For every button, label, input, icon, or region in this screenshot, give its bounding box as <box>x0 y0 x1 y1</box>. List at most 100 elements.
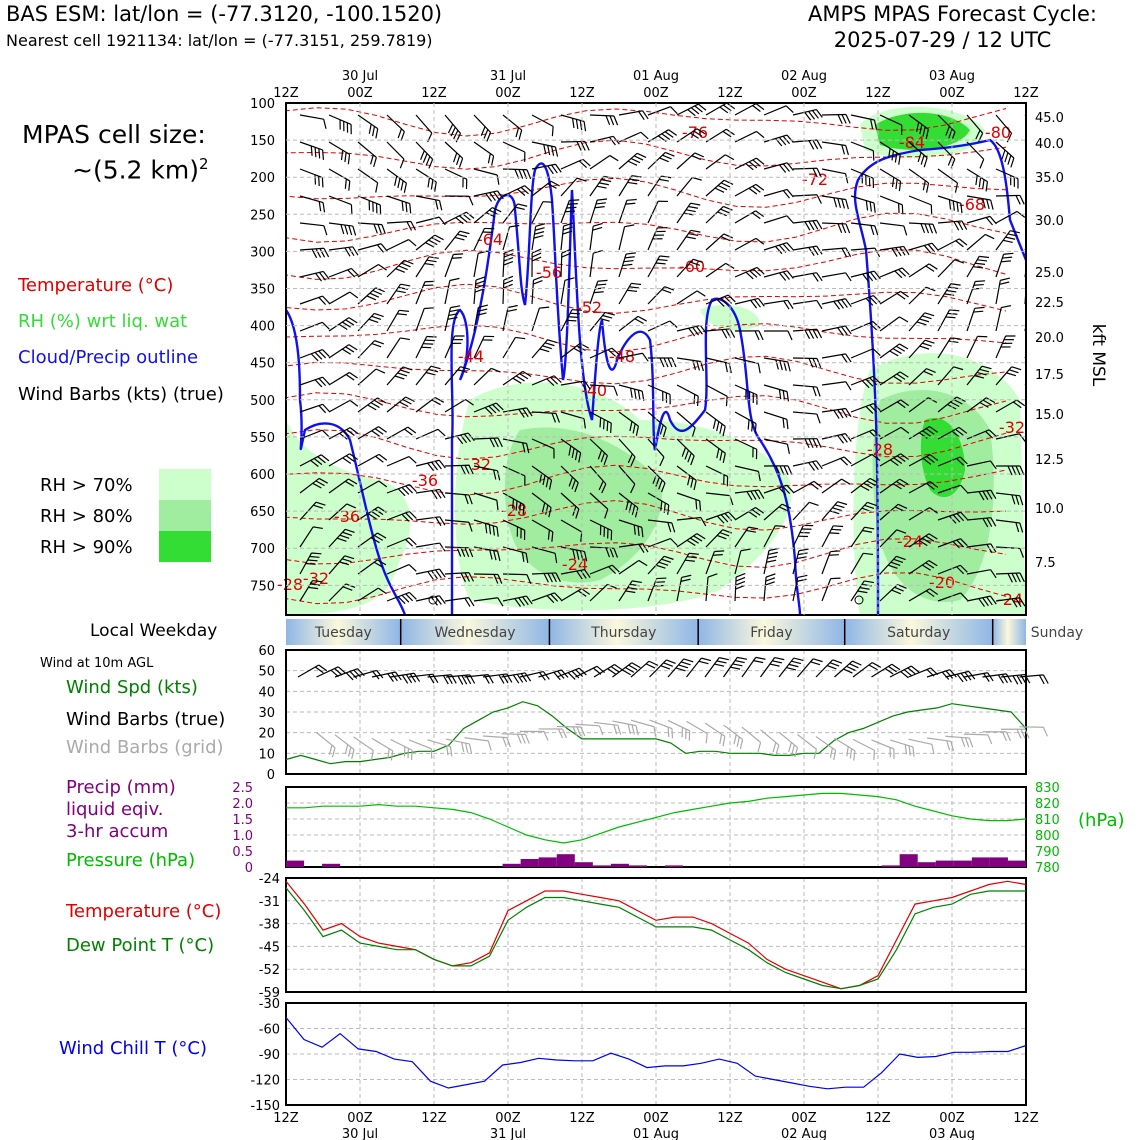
wind-barb-shaft <box>531 546 556 554</box>
wind-barb <box>821 407 852 419</box>
wind-barb-feather <box>810 661 821 666</box>
wind-barb <box>1000 673 1031 685</box>
wind-barb <box>531 201 553 224</box>
wind-barb-feather <box>526 595 533 605</box>
wind-barb-shaft <box>908 560 930 575</box>
wind-barb <box>792 524 814 548</box>
wind-barb-feather <box>343 121 345 132</box>
wind-barb-shaft <box>797 734 817 750</box>
wind-barb-feather <box>661 133 671 140</box>
wind-barb-feather <box>458 215 468 223</box>
wind-barb <box>444 277 460 305</box>
wind-barb <box>908 533 938 548</box>
wind-barb <box>560 222 574 251</box>
wind-barb-feather <box>724 362 728 373</box>
wind-barb-feather <box>816 245 823 255</box>
wind-barb <box>821 141 849 156</box>
wind-barb-feather <box>723 205 733 211</box>
wind-barb-feather <box>978 598 985 607</box>
wind-barb <box>589 198 608 224</box>
wind-barb-feather <box>783 300 790 310</box>
wind-barb-feather <box>408 537 417 546</box>
wind-barb-feather <box>613 724 618 735</box>
wind-barb <box>937 168 959 193</box>
wind-barb-feather <box>454 236 465 241</box>
wind-barb-feather <box>1019 495 1024 506</box>
wind-barb-feather <box>765 581 775 586</box>
wind-barb-feather <box>565 210 576 213</box>
wind-barb <box>357 195 382 215</box>
wind-barb-feather <box>421 346 432 349</box>
wind-barb-feather <box>925 562 935 569</box>
rh90-region-3 <box>920 418 965 498</box>
wind-barb-feather <box>526 169 532 180</box>
wind-barb-feather <box>693 480 697 491</box>
wind-barb-feather <box>339 119 341 130</box>
wind-barb <box>850 114 878 130</box>
wind-barb-feather <box>982 518 989 528</box>
wind-barb-shaft <box>415 216 440 224</box>
wind-barb-feather <box>693 130 703 137</box>
wind-barb-feather <box>849 663 859 669</box>
wind-barb-feather <box>690 202 701 206</box>
wind-barb <box>357 368 386 386</box>
wind-barb-feather <box>460 465 466 475</box>
wind-barb-feather <box>449 277 460 282</box>
top-hour-label: 12Z <box>717 86 743 101</box>
wind-barb-feather <box>379 204 382 215</box>
wind-barb-feather <box>973 310 984 313</box>
wind-barb-feather <box>690 229 701 233</box>
wind-barb-feather <box>314 174 317 185</box>
wind-barb-shaft <box>444 571 469 575</box>
temp-contour-label: -32 <box>999 418 1025 437</box>
wind-barb-feather <box>659 456 665 467</box>
wind-barb-shaft <box>531 114 554 127</box>
wind-barb <box>792 501 819 521</box>
wind-barb-shaft <box>966 460 991 467</box>
wind-barb-feather <box>900 671 909 679</box>
wind-barb-feather <box>896 401 906 409</box>
wind-barb <box>502 370 532 386</box>
wind-barb-feather <box>688 232 699 237</box>
wind-barb-feather <box>465 179 468 190</box>
wind-barb-feather <box>979 368 990 373</box>
wind-barb-shaft <box>705 357 730 364</box>
precip-bars <box>286 854 1026 867</box>
wind-barb <box>995 194 1025 205</box>
wind-barb-feather <box>468 743 473 754</box>
wind-barb-feather <box>468 572 475 582</box>
wind-barb-shaft <box>649 719 673 730</box>
wind-barb <box>908 242 939 254</box>
wind-barb-feather <box>462 213 471 221</box>
wind-barb-feather <box>844 173 849 184</box>
wind-barb-feather <box>924 339 935 344</box>
wind-barb-feather <box>627 160 638 166</box>
wind-barb <box>734 210 765 224</box>
wind-barb-shaft <box>676 202 692 224</box>
temperature-contour <box>286 177 1007 208</box>
wind-barb-feather <box>845 114 851 124</box>
wind-barb-feather <box>922 126 926 137</box>
wind-barb-feather <box>945 670 954 679</box>
weekday-segment <box>400 619 550 645</box>
wind-barb-feather <box>484 407 493 415</box>
wind-barb-feather <box>812 386 817 397</box>
wind-barb-feather <box>748 511 758 518</box>
wind-barb <box>734 183 765 197</box>
wind-barb <box>763 484 794 496</box>
wind-barb <box>531 411 561 423</box>
wind-barb <box>560 569 591 580</box>
wind-barb-feather <box>923 370 933 376</box>
wind-barb-shaft <box>299 222 324 227</box>
wind-barb-shaft <box>889 739 914 748</box>
wind-barb-feather <box>599 182 609 186</box>
wind-barb-feather <box>502 674 509 684</box>
wind-barb-feather <box>346 503 357 509</box>
wind-barb-shaft <box>618 411 639 427</box>
wind-barb-shaft <box>473 114 491 133</box>
wind-barb-feather <box>975 129 981 140</box>
wind-barb <box>647 106 678 116</box>
legend-barbs: Wind Barbs (kts) (true) <box>18 384 224 405</box>
wind-barb <box>908 195 933 215</box>
wind-barb-feather <box>438 216 446 226</box>
